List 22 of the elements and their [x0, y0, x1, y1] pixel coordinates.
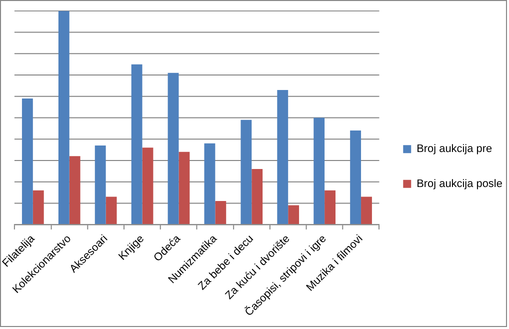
bar — [178, 152, 190, 224]
bar — [69, 156, 80, 224]
bar — [252, 168, 263, 224]
bar — [168, 72, 179, 224]
bar — [131, 64, 142, 224]
bar — [350, 130, 362, 224]
bar — [32, 190, 44, 224]
legend-label: Broj aukcija posle — [416, 178, 502, 190]
bar — [277, 90, 288, 224]
bar — [142, 148, 154, 224]
bar — [324, 190, 336, 224]
bar — [106, 196, 117, 224]
bar — [240, 120, 252, 224]
bar — [58, 10, 70, 224]
legend-label: Broj aukcija pre — [416, 143, 492, 156]
bar — [204, 143, 216, 224]
bar — [361, 196, 372, 224]
bar — [288, 205, 300, 224]
bar — [215, 200, 226, 224]
bar — [314, 118, 325, 224]
bar — [94, 145, 106, 224]
bar — [22, 98, 33, 224]
